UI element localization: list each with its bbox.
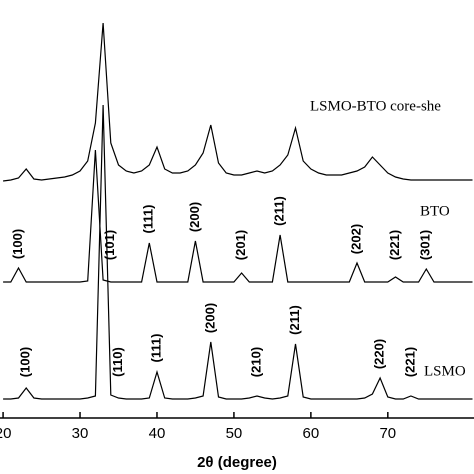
peak-label: (211) [287,305,302,335]
peak-label: (100) [10,229,25,259]
series-label: BTO [420,203,450,219]
peak-label: (210) [248,347,263,377]
peak-label: (301) [418,230,433,260]
peak-label: (221) [402,347,417,377]
peak-label: (200) [187,202,202,232]
pattern-line [3,22,473,182]
peak-label: (100) [18,347,33,377]
peak-label: (201) [233,230,248,260]
x-axis-label: 2θ (degree) [197,454,277,471]
x-tick-label: 40 [149,425,166,442]
peak-label: (101) [102,230,117,260]
peak-label: (202) [348,224,363,254]
peak-label: (110) [110,347,125,377]
x-tick-label: 20 [0,425,11,442]
peak-label: (111) [141,205,156,234]
pattern-line [3,104,473,400]
series-label: LSMO [424,363,466,379]
peak-label: (221) [387,230,402,260]
peak-label: (211) [272,196,287,226]
x-tick-label: 60 [303,425,320,442]
series-label: LSMO-BTO core-she [310,98,441,114]
x-tick-label: 30 [72,425,89,442]
peak-label: (220) [372,339,387,369]
pattern-line [3,149,473,283]
x-tick-label: 70 [379,425,396,442]
x-tick-label: 50 [226,425,243,442]
peak-label: (200) [202,303,217,333]
peak-label: (111) [148,334,163,363]
